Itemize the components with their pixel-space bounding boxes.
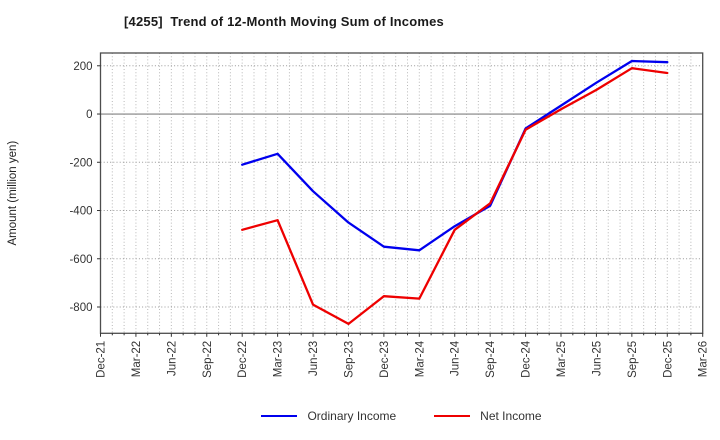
x-tick-label: Dec-25 <box>662 341 674 378</box>
x-tick-label: Dec-23 <box>379 341 391 378</box>
x-tick-label: Sep-25 <box>627 341 639 378</box>
x-tick-label: Mar-23 <box>273 341 285 377</box>
y-axis-title: Amount (million yen) <box>7 141 19 246</box>
y-tick-label: -600 <box>69 254 92 266</box>
x-tick-label: Dec-22 <box>237 341 249 378</box>
y-tick-label: -400 <box>69 206 92 218</box>
x-tick-label: Jun-23 <box>308 341 320 376</box>
series-line-ordinary-income <box>241 59 669 252</box>
y-tick-label: -200 <box>69 157 92 169</box>
legend-item-ordinary-income: Ordinary Income <box>261 409 396 423</box>
chart-legend: Ordinary Income Net Income <box>0 404 720 428</box>
legend-label-ordinary-income: Ordinary Income <box>307 409 397 423</box>
x-tick-label: Mar-22 <box>131 341 143 377</box>
series-line-net-income <box>241 67 669 326</box>
legend-item-net-income: Net Income <box>434 409 542 423</box>
x-tick-label: Mar-26 <box>698 341 710 377</box>
ordinary-income-line-swatch <box>261 415 298 417</box>
y-tick-label: 0 <box>86 109 92 121</box>
x-tick-label: Jun-24 <box>450 340 462 376</box>
x-tick-label: Dec-24 <box>521 340 533 378</box>
y-tick-label: -800 <box>69 302 92 314</box>
x-tick-label: Sep-22 <box>202 341 214 378</box>
chart-title: [4255] Trend of 12-Month Moving Sum of I… <box>124 14 444 29</box>
plot-frame <box>99 52 704 334</box>
x-tick-label: Jun-25 <box>591 341 603 376</box>
x-tick-label: Mar-24 <box>414 340 426 377</box>
legend-label-net-income: Net Income <box>480 409 542 423</box>
x-tick-label: Jun-22 <box>166 341 178 376</box>
x-tick-label: Sep-24 <box>485 340 497 378</box>
x-tick-label: Dec-21 <box>96 341 108 378</box>
net-income-line-swatch <box>434 415 471 417</box>
y-tick-label: 200 <box>73 61 92 73</box>
x-tick-label: Mar-25 <box>556 341 568 377</box>
x-tick-label: Sep-23 <box>343 341 355 378</box>
